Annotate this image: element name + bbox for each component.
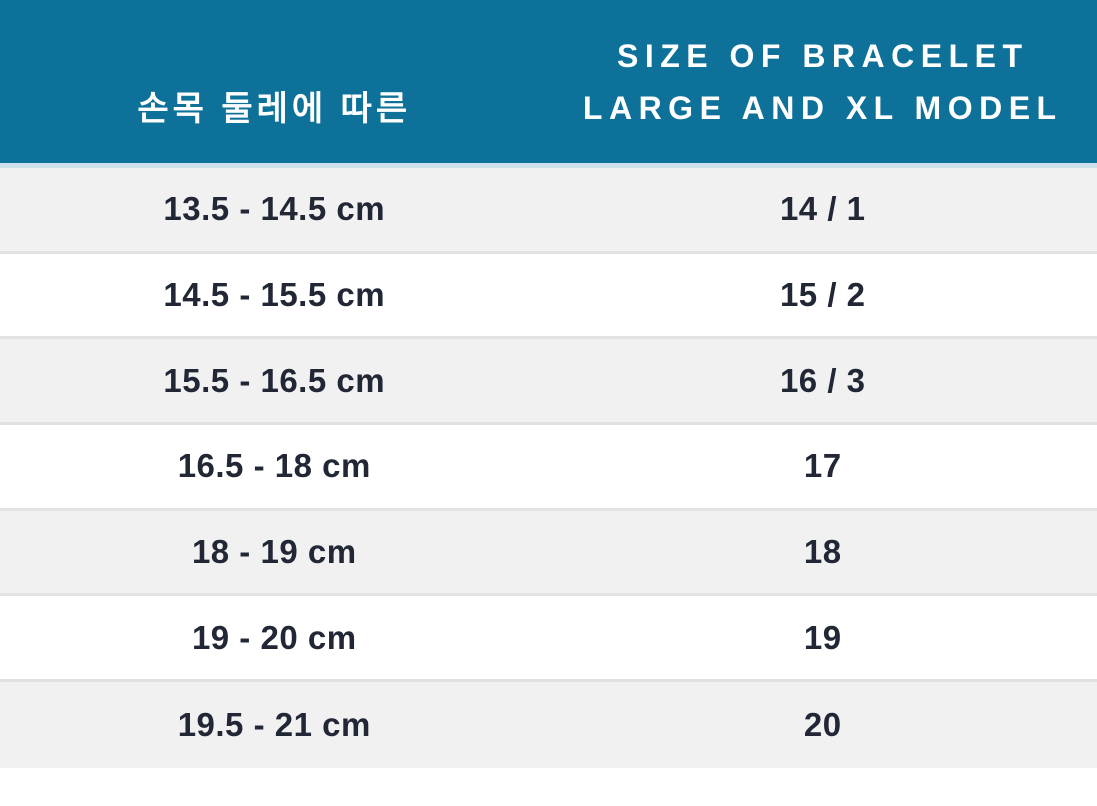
- size-cell: 18: [803, 533, 842, 571]
- table-row: 15.5 - 16.5 cm 16 / 3: [0, 339, 1097, 426]
- table-row: 18 - 19 cm 18: [0, 510, 1097, 597]
- wrist-header-label: 손목 둘레에 따른: [137, 90, 412, 128]
- size-cell: 14 / 1: [779, 190, 866, 228]
- table-body: 13.5 - 14.5 cm 14 / 1 14.5 - 15.5 cm 15 …: [0, 168, 1097, 768]
- table-row: 14.5 - 15.5 cm 15 / 2: [0, 253, 1097, 340]
- wrist-range-cell: 16.5 - 18 cm: [177, 447, 371, 485]
- table-row: 19.5 - 21 cm 20: [0, 682, 1097, 768]
- table-row: 19 - 20 cm 19: [0, 596, 1097, 683]
- table-header: 손목 둘레에 따른 SIZE OF BRACELET LARGE AND XL …: [0, 0, 1097, 163]
- size-header-line1: SIZE OF BRACELET: [616, 37, 1029, 74]
- wrist-range-cell: 19.5 - 21 cm: [177, 705, 371, 743]
- header-size-column: SIZE OF BRACELET LARGE AND XL MODEL: [549, 0, 1097, 163]
- size-cell: 16 / 3: [779, 361, 866, 399]
- size-cell: 19: [803, 618, 842, 656]
- wrist-range-cell: 18 - 19 cm: [191, 533, 357, 571]
- wrist-range-cell: 14.5 - 15.5 cm: [163, 276, 386, 314]
- header-underline: [0, 163, 1097, 168]
- size-cell: 20: [803, 705, 842, 743]
- table-row: 16.5 - 18 cm 17: [0, 425, 1097, 511]
- bracelet-size-table: 손목 둘레에 따른 SIZE OF BRACELET LARGE AND XL …: [0, 0, 1097, 768]
- wrist-range-cell: 19 - 20 cm: [191, 618, 357, 656]
- table-row: 13.5 - 14.5 cm 14 / 1: [0, 168, 1097, 254]
- size-cell: 17: [803, 447, 842, 485]
- wrist-range-cell: 13.5 - 14.5 cm: [163, 190, 386, 228]
- header-wrist-column: 손목 둘레에 따른: [0, 0, 549, 163]
- size-cell: 15 / 2: [779, 276, 866, 314]
- wrist-range-cell: 15.5 - 16.5 cm: [163, 361, 386, 399]
- size-header-line2: LARGE AND XL MODEL: [582, 89, 1063, 126]
